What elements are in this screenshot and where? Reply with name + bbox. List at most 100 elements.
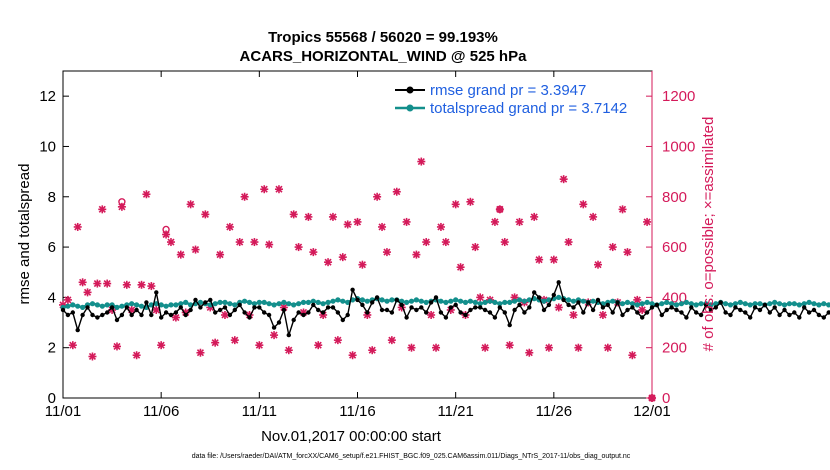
totalspread-point: [580, 298, 586, 304]
obs-count-point: [78, 278, 87, 287]
rmse-point: [453, 302, 458, 308]
rmse-point: [213, 310, 218, 315]
obs-marker-stroke: [157, 341, 165, 349]
obs-marker-stroke: [589, 213, 597, 221]
totalspread-point: [732, 301, 739, 307]
left-y-axis-label: rmse and totalspread: [16, 164, 33, 305]
rmse-point: [266, 312, 272, 318]
rmse-point: [424, 310, 429, 315]
rmse-point: [610, 310, 615, 315]
rmse-point: [193, 297, 198, 303]
rmse-point: [654, 302, 660, 308]
rmse-point: [75, 327, 80, 333]
totalspread-point: [443, 299, 449, 305]
obs-marker-stroke: [417, 157, 425, 166]
rmse-point: [257, 305, 262, 310]
rmse-point: [684, 315, 689, 320]
obs-marker-stroke: [412, 251, 420, 259]
obs-count-point: [358, 260, 367, 269]
totalspread-point: [325, 299, 331, 305]
totalspread-point: [418, 298, 424, 304]
rmse-point: [492, 315, 498, 320]
totalspread-point: [119, 303, 125, 309]
rmse-point: [728, 312, 733, 318]
totalspread-point: [413, 297, 419, 303]
obs-marker-stroke: [241, 193, 249, 201]
left-y-tick-label: 0: [48, 390, 56, 407]
right-y-tick-label: 0: [662, 390, 670, 407]
obs-marker-stroke: [74, 223, 82, 231]
rmse-point: [806, 310, 812, 315]
x-axis-label: Nov.01,2017 00:00:00 start: [261, 428, 442, 445]
rmse-point: [664, 307, 669, 313]
obs-count-point: [309, 248, 318, 257]
obs-count-point: [559, 175, 568, 184]
obs-marker-stroke: [250, 238, 258, 246]
rmse-point: [168, 312, 174, 318]
rmse-point: [625, 307, 630, 313]
obs-possible-marker: [118, 198, 126, 206]
rmse-point: [556, 280, 561, 285]
rmse-point: [414, 307, 419, 313]
obs-marker-stroke: [618, 205, 627, 213]
rmse-point: [478, 305, 483, 310]
rmse-point: [586, 300, 591, 305]
totalspread-point: [781, 302, 788, 308]
rmse-point: [149, 312, 154, 318]
x-tick-label: 11/11: [242, 403, 277, 420]
obs-count-point: [456, 263, 465, 272]
obs-count-point: [230, 336, 239, 345]
obs-possible-marker: [496, 205, 504, 214]
totalspread-point: [752, 301, 758, 307]
totalspread-point: [487, 298, 493, 304]
obs-count-point: [373, 192, 382, 201]
totalspread-point: [786, 301, 793, 307]
rmse-point: [232, 307, 237, 313]
totalspread-point: [482, 299, 488, 305]
rmse-point: [600, 305, 606, 310]
rmse-point: [222, 305, 228, 310]
obs-count-point: [500, 238, 509, 247]
obs-marker-stroke: [368, 346, 376, 354]
totalspread-point: [276, 301, 282, 307]
obs-count-point: [628, 351, 637, 360]
rmse-point: [679, 310, 684, 315]
rmse-point: [271, 325, 277, 330]
obs-marker-stroke: [525, 349, 533, 357]
obs-marker-stroke: [609, 243, 617, 251]
totalspread-point: [183, 299, 189, 305]
obs-marker-stroke: [638, 306, 646, 314]
rmse-point: [767, 310, 772, 315]
totalspread-point: [251, 301, 257, 307]
totalspread-point: [438, 298, 444, 304]
rmse-point: [640, 315, 645, 320]
obs-marker-stroke: [191, 246, 200, 254]
totalspread-point: [723, 301, 729, 307]
obs-marker-stroke: [236, 238, 244, 246]
left-y-tick-label: 4: [48, 289, 56, 306]
obs-count-point: [255, 341, 264, 350]
rmse-point: [468, 307, 473, 313]
rmse-point: [252, 305, 257, 310]
obs-count-point: [147, 282, 156, 291]
totalspread-point: [556, 294, 562, 300]
right-y-axis-label: # of obs: o=possible; ×=assimilated: [700, 117, 717, 352]
obs-marker-stroke: [309, 248, 317, 256]
totalspread-point: [806, 299, 812, 305]
legend-totalspread-marker: [406, 104, 414, 112]
obs-count-point: [122, 280, 131, 289]
totalspread-point: [791, 301, 797, 307]
obs-count-point: [368, 346, 377, 355]
rmse-point: [541, 307, 547, 313]
obs-count-point: [152, 305, 161, 314]
totalspread-point: [296, 301, 302, 307]
obs-marker-stroke: [481, 344, 489, 352]
left-y-tick-label: 8: [48, 189, 56, 206]
obs-count-point: [422, 238, 431, 247]
rmse-point: [227, 312, 233, 318]
totalspread-point: [472, 299, 478, 305]
totalspread-point: [624, 299, 631, 305]
rmse-point: [242, 310, 247, 315]
left-y-tick-label: 10: [39, 138, 56, 155]
